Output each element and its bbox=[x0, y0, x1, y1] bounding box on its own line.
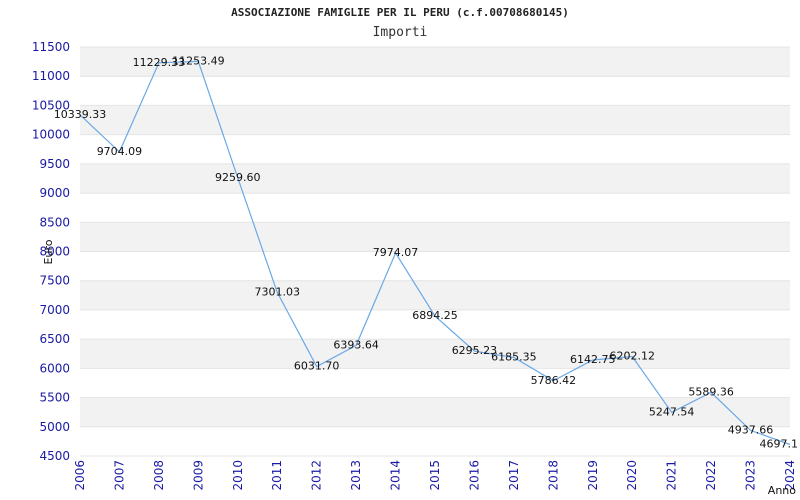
data-label: 9704.09 bbox=[97, 145, 143, 158]
grid-band bbox=[80, 163, 790, 194]
y-tick-label: 11000 bbox=[32, 69, 70, 83]
x-tick-label: 2018 bbox=[546, 460, 560, 491]
x-tick-label: 2020 bbox=[625, 460, 639, 491]
x-tick-label: 2009 bbox=[191, 460, 205, 491]
y-tick-label: 11500 bbox=[32, 40, 70, 54]
y-axis-ticks: 4500 5000 5500 6000 6500 7000 7500 8000 8500 9000… bbox=[32, 40, 70, 463]
data-label: 9259.60 bbox=[215, 171, 261, 184]
data-label: 4937.66 bbox=[728, 423, 774, 436]
x-tick-label: 2011 bbox=[270, 460, 284, 491]
grid-bands bbox=[80, 47, 790, 456]
data-label: 5589.36 bbox=[688, 385, 734, 398]
x-tick-label: 2014 bbox=[389, 460, 403, 491]
grid-band bbox=[80, 280, 790, 310]
x-axis-ticks: 2006 2007 2008 2009 2010 2011 2012 2013 2014 2015… bbox=[73, 460, 797, 491]
data-label: 11253.49 bbox=[172, 54, 225, 67]
y-tick-label: 10500 bbox=[32, 98, 70, 112]
series-line-path bbox=[79, 60, 791, 446]
y-tick-label: 5500 bbox=[39, 391, 70, 405]
data-label: 5247.54 bbox=[649, 405, 695, 418]
grid-band bbox=[80, 339, 790, 369]
y-tick-label: 7000 bbox=[39, 303, 70, 317]
grid-lines bbox=[80, 46, 790, 457]
x-axis-label: Anno bbox=[768, 484, 796, 497]
x-tick-label: 2008 bbox=[152, 460, 166, 491]
x-tick-label: 2023 bbox=[744, 460, 758, 491]
grid-band bbox=[80, 368, 790, 398]
x-tick-label: 2006 bbox=[73, 460, 87, 491]
data-label: 6202.12 bbox=[609, 350, 655, 363]
x-tick-label: 2012 bbox=[310, 460, 324, 491]
x-tick-label: 2010 bbox=[231, 460, 245, 491]
x-tick-label: 2021 bbox=[665, 460, 679, 491]
x-tick-label: 2015 bbox=[428, 460, 442, 491]
y-tick-label: 5000 bbox=[39, 420, 70, 434]
data-label: 5786.42 bbox=[531, 374, 577, 387]
x-tick-label: 2022 bbox=[704, 460, 718, 491]
grid-band bbox=[80, 222, 790, 252]
y-tick-label: 4500 bbox=[39, 449, 70, 463]
x-tick-label: 2007 bbox=[112, 460, 126, 491]
data-label: 7974.07 bbox=[373, 246, 419, 259]
grid-band bbox=[80, 134, 790, 164]
x-tick-label: 2019 bbox=[586, 460, 600, 491]
y-tick-label: 8000 bbox=[39, 245, 70, 259]
grid-band bbox=[80, 426, 790, 456]
data-label: 6031.70 bbox=[294, 360, 340, 373]
x-tick-label: 2016 bbox=[467, 460, 481, 491]
chart-title: ASSOCIAZIONE FAMIGLIE PER IL PERU (c.f.0… bbox=[231, 6, 569, 19]
data-label: 6142.75 bbox=[570, 353, 616, 366]
y-tick-label: 7500 bbox=[39, 274, 70, 288]
grid-band bbox=[80, 105, 790, 135]
y-tick-label: 9500 bbox=[39, 157, 70, 171]
data-label: 10339.33 bbox=[54, 108, 107, 121]
data-label: 11229.33 bbox=[133, 56, 186, 69]
y-axis-label: Euro bbox=[42, 239, 55, 264]
data-label: 6185.35 bbox=[491, 351, 537, 364]
series-line bbox=[79, 60, 791, 446]
grid-band bbox=[80, 309, 790, 340]
x-tick-label: 2017 bbox=[507, 460, 521, 491]
grid-band bbox=[80, 76, 790, 106]
grid-band bbox=[80, 193, 790, 223]
y-tick-label: 9000 bbox=[39, 186, 70, 200]
x-tick-label: 2024 bbox=[783, 460, 797, 491]
chart-subtitle: Importi bbox=[372, 25, 428, 40]
data-label: 4697.1 bbox=[760, 437, 799, 450]
data-label: 6393.64 bbox=[333, 338, 379, 351]
y-tick-label: 8500 bbox=[39, 215, 70, 229]
y-tick-label: 6000 bbox=[39, 361, 70, 375]
data-label: 7301.03 bbox=[254, 285, 300, 298]
y-tick-label: 6500 bbox=[39, 332, 70, 346]
data-label: 6894.25 bbox=[412, 309, 458, 322]
x-tick-label: 2013 bbox=[349, 460, 363, 491]
grid-band bbox=[80, 251, 790, 281]
data-label: 6295.23 bbox=[452, 344, 498, 357]
y-tick-label: 10000 bbox=[32, 128, 70, 142]
